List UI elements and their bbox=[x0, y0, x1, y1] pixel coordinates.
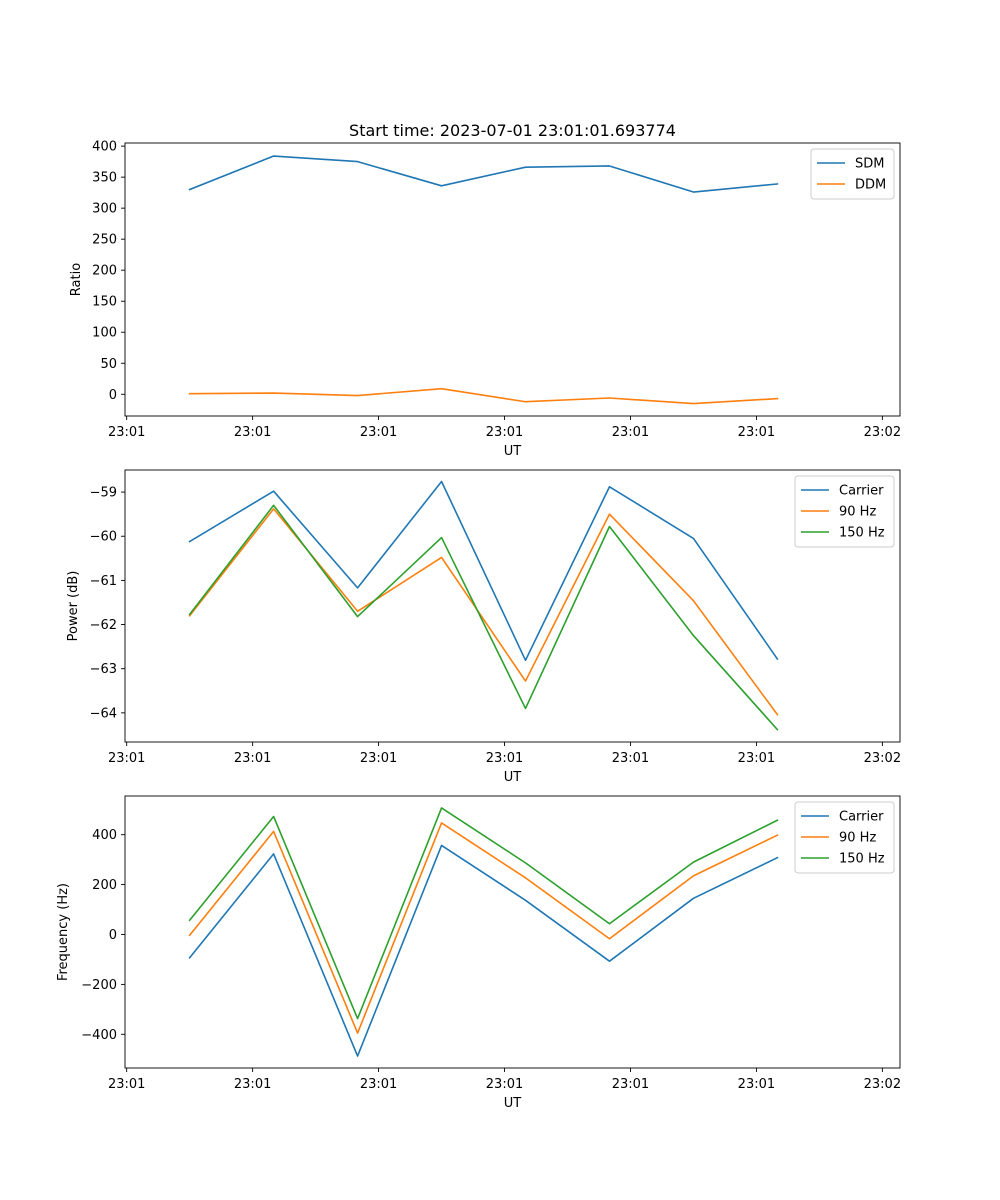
legend-entry: Carrier bbox=[839, 810, 884, 825]
series-line-carrier bbox=[188, 480, 779, 662]
x-tick-label: 23:01 bbox=[108, 425, 145, 440]
y-tick-label: −200 bbox=[81, 978, 117, 993]
x-tick-label: 23:02 bbox=[864, 425, 901, 440]
legend-frame bbox=[810, 148, 895, 200]
y-tick-label: 0 bbox=[109, 388, 117, 403]
y-tick-label: −64 bbox=[90, 706, 117, 721]
series-line-150-hz bbox=[188, 807, 779, 1020]
x-tick-label: 23:01 bbox=[612, 425, 649, 440]
y-tick-label: −400 bbox=[81, 1028, 117, 1043]
y-tick-label: −62 bbox=[90, 618, 117, 633]
x-tick-label: 23:01 bbox=[738, 425, 775, 440]
y-tick-label: 400 bbox=[92, 140, 117, 155]
axes-frame bbox=[124, 142, 901, 417]
y-tick-label: −60 bbox=[90, 530, 117, 545]
axes-frame bbox=[124, 795, 901, 1069]
y-tick-label: 0 bbox=[109, 928, 117, 943]
subplot-2: 23:01 23:01 23:01 23:01 23:01 23:01 23:02 −64 −6… bbox=[66, 469, 901, 785]
y-axis-label: Power (dB) bbox=[66, 571, 81, 642]
x-tick-label: 23:01 bbox=[612, 1077, 649, 1092]
subplot-3: 23:01 23:01 23:01 23:01 23:01 23:01 23:02 −400 −… bbox=[56, 795, 901, 1111]
x-axis-label: UT bbox=[504, 444, 522, 459]
x-tick-label: 23:01 bbox=[360, 425, 397, 440]
legend-entry: 90 Hz bbox=[839, 831, 876, 846]
legend-frame bbox=[794, 801, 895, 874]
y-axis-label: Frequency (Hz) bbox=[56, 883, 71, 981]
y-tick-label: 150 bbox=[92, 295, 117, 310]
legend-entry: 90 Hz bbox=[839, 505, 876, 520]
series-line-90-hz bbox=[188, 508, 779, 716]
y-tick-label: 250 bbox=[92, 233, 117, 248]
y-tick-label: 100 bbox=[92, 326, 117, 341]
legend: Carrier 90 Hz 150 Hz bbox=[794, 475, 895, 548]
x-tick-label: 23:01 bbox=[360, 1077, 397, 1092]
y-tick-label: −63 bbox=[90, 662, 117, 677]
x-tick-label: 23:01 bbox=[108, 1077, 145, 1092]
legend: SDM DDM bbox=[810, 148, 895, 200]
legend-frame bbox=[794, 475, 895, 548]
legend-entry: 150 Hz bbox=[839, 852, 885, 867]
legend-entry: 150 Hz bbox=[839, 526, 885, 541]
x-tick-label: 23:01 bbox=[360, 751, 397, 766]
legend-entry: DDM bbox=[855, 178, 886, 193]
series-line-150-hz bbox=[188, 504, 779, 731]
y-tick-label: 400 bbox=[92, 828, 117, 843]
x-tick-label: 23:02 bbox=[864, 751, 901, 766]
legend: Carrier 90 Hz 150 Hz bbox=[794, 801, 895, 874]
y-axis-label: Ratio bbox=[69, 263, 84, 296]
y-tick-label: 50 bbox=[100, 357, 117, 372]
legend-entry: Carrier bbox=[839, 484, 884, 499]
series-line-sdm bbox=[188, 155, 779, 193]
series-line-90-hz bbox=[188, 822, 779, 1034]
y-tick-label: −61 bbox=[90, 574, 117, 589]
x-tick-label: 23:01 bbox=[234, 751, 271, 766]
y-tick-label: 300 bbox=[92, 202, 117, 217]
x-tick-label: 23:02 bbox=[864, 1077, 901, 1092]
x-tick-label: 23:01 bbox=[108, 751, 145, 766]
x-tick-label: 23:01 bbox=[234, 1077, 271, 1092]
subplots: 23:01 23:01 23:01 23:01 23:01 23:01 23:02 0 50 10… bbox=[56, 140, 901, 1111]
x-axis-label: UT bbox=[504, 770, 522, 785]
series-line-carrier bbox=[188, 844, 779, 1057]
subplot-1: 23:01 23:01 23:01 23:01 23:01 23:01 23:02 0 50 10… bbox=[69, 140, 901, 459]
x-tick-label: 23:01 bbox=[486, 425, 523, 440]
x-tick-label: 23:01 bbox=[612, 751, 649, 766]
x-tick-label: 23:01 bbox=[738, 1077, 775, 1092]
x-tick-label: 23:01 bbox=[234, 425, 271, 440]
series-line-ddm bbox=[188, 387, 779, 405]
y-tick-label: 350 bbox=[92, 171, 117, 186]
x-tick-label: 23:01 bbox=[738, 751, 775, 766]
legend-entry: SDM bbox=[855, 157, 884, 172]
figure-title: Start time: 2023-07-01 23:01:01.693774 bbox=[349, 121, 676, 140]
x-axis-label: UT bbox=[504, 1096, 522, 1111]
x-tick-label: 23:01 bbox=[486, 1077, 523, 1092]
y-tick-label: −59 bbox=[90, 486, 117, 501]
y-tick-label: 200 bbox=[92, 878, 117, 893]
axes-frame bbox=[124, 469, 901, 743]
x-tick-label: 23:01 bbox=[486, 751, 523, 766]
y-tick-label: 200 bbox=[92, 264, 117, 279]
